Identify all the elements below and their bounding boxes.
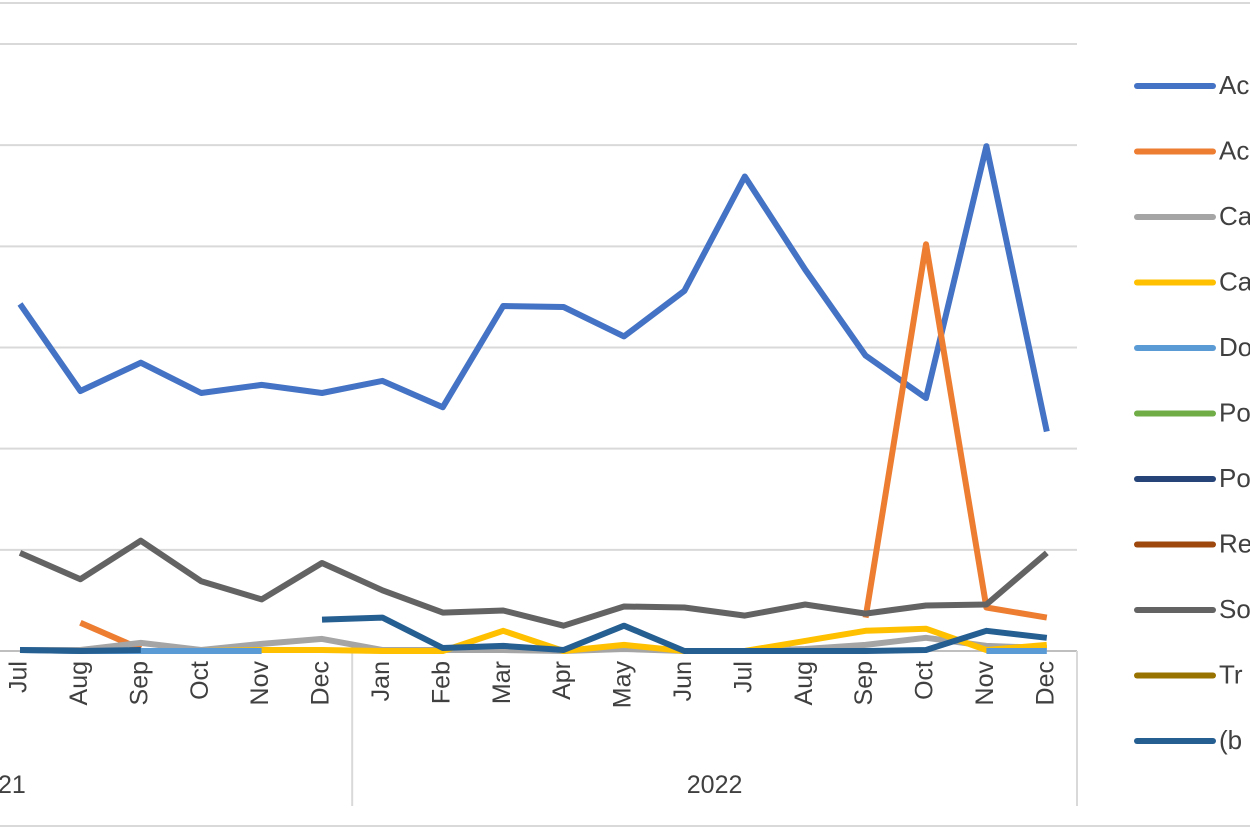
legend-label: So [1219, 594, 1250, 624]
x-tick-label: Aug [65, 661, 93, 705]
x-tick-label: Dec [307, 661, 335, 705]
legend-label: Ac [1219, 70, 1249, 100]
x-tick-label: Nov [971, 661, 999, 706]
legend-label: Do [1219, 332, 1250, 362]
x-tick-label: May [609, 661, 637, 709]
year-label: 2022 [687, 771, 743, 799]
x-tick-label: Apr [548, 661, 576, 700]
x-tick-label: Mar [488, 661, 516, 704]
x-tick-label: Oct [186, 661, 214, 700]
x-tick-label: Sep [850, 661, 878, 705]
x-tick-label: Jul [729, 661, 757, 693]
legend-label: Ac [1219, 135, 1249, 165]
series-line [18, 537, 1049, 629]
x-tick-label: Sep [125, 661, 153, 705]
x-tick-label: Dec [1031, 661, 1059, 705]
series-line [201, 625, 1048, 654]
legend-label: Po [1219, 463, 1250, 493]
legend-label: (b [1219, 725, 1242, 755]
legend-label: Re [1219, 528, 1250, 558]
series-line [321, 614, 1048, 654]
x-tick-label: Aug [790, 661, 818, 705]
legend-label: Ca [1219, 201, 1250, 231]
legend-label: Po [1219, 397, 1250, 427]
x-tick-label: Oct [911, 661, 939, 700]
x-tick-label: Jul [5, 661, 33, 693]
legend-label: Tr [1219, 659, 1243, 689]
x-tick-label: Jun [669, 661, 697, 701]
year-label: 21 [0, 771, 26, 799]
series-line [19, 647, 141, 654]
x-tick-label: Feb [427, 661, 455, 704]
x-tick-label: Nov [246, 661, 274, 706]
x-tick-label: Jan [367, 661, 395, 701]
series-line [17, 143, 1050, 433]
legend-label: Ca [1219, 266, 1250, 296]
series-line [862, 241, 1048, 621]
